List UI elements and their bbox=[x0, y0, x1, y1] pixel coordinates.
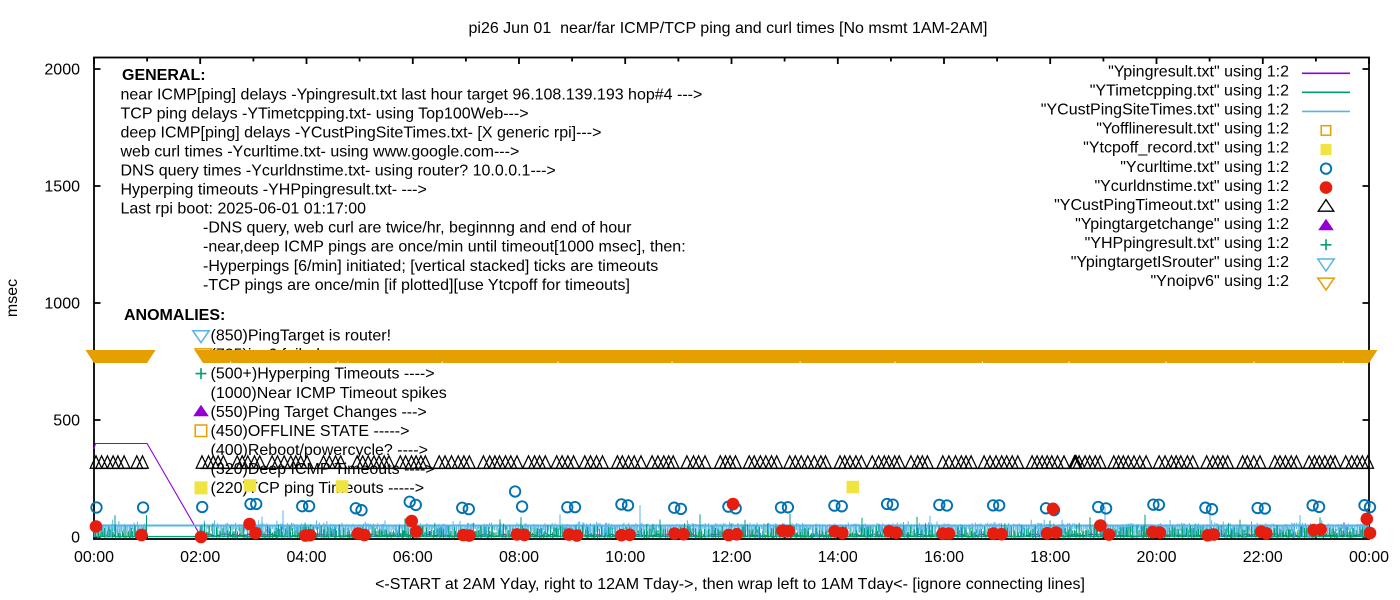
svg-text:"YpingtargetISrouter" using 1:: "YpingtargetISrouter" using 1:2 bbox=[1071, 254, 1289, 271]
svg-text:"Ycurldnstime.txt" using 1:2: "Ycurldnstime.txt" using 1:2 bbox=[1094, 178, 1289, 195]
svg-text:-near,deep ICMP pings are once: -near,deep ICMP pings are once/min until… bbox=[203, 239, 686, 256]
svg-text:1500: 1500 bbox=[44, 179, 80, 196]
svg-text:<-START at 2AM Yday, right to: <-START at 2AM Yday, right to 12AM Tday-… bbox=[375, 576, 1085, 593]
svg-text:00:00: 00:00 bbox=[1349, 549, 1389, 566]
svg-text:14:00: 14:00 bbox=[818, 549, 858, 566]
svg-text:-TCP pings are once/min [if pl: -TCP pings are once/min [if plotted][use… bbox=[203, 277, 630, 294]
svg-text:"YCustPingSiteTimes.txt" using: "YCustPingSiteTimes.txt" using 1:2 bbox=[1041, 102, 1289, 119]
svg-text:TCP ping delays -YTimetcpping.: TCP ping delays -YTimetcpping.txt- using… bbox=[121, 105, 529, 122]
svg-text:"Ypingtargetchange" using 1:2: "Ypingtargetchange" using 1:2 bbox=[1075, 216, 1289, 233]
svg-text:(550)Ping Target Changes --->: (550)Ping Target Changes ---> bbox=[211, 404, 427, 421]
svg-text:Hyperping timeouts -YHPpingres: Hyperping timeouts -YHPpingresult.txt- -… bbox=[121, 182, 427, 199]
svg-text:04:00: 04:00 bbox=[286, 549, 326, 566]
svg-text:2000: 2000 bbox=[44, 62, 80, 79]
svg-text:ANOMALIES:: ANOMALIES: bbox=[124, 307, 225, 324]
svg-text:(850)PingTarget is router!: (850)PingTarget is router! bbox=[211, 328, 392, 345]
svg-text:"Ypingresult.txt" using 1:2: "Ypingresult.txt" using 1:2 bbox=[1108, 64, 1289, 81]
svg-text:22:00: 22:00 bbox=[1243, 549, 1283, 566]
svg-text:GENERAL:: GENERAL: bbox=[122, 67, 206, 84]
svg-text:deep ICMP[ping] delays -YCustP: deep ICMP[ping] delays -YCustPingSiteTim… bbox=[121, 124, 602, 141]
svg-text:(450)OFFLINE STATE ----->: (450)OFFLINE STATE -----> bbox=[211, 423, 410, 440]
svg-text:(1000)Near ICMP Timeout spikes: (1000)Near ICMP Timeout spikes bbox=[211, 385, 447, 402]
svg-text:near ICMP[ping] delays -Ypingr: near ICMP[ping] delays -Ypingresult.txt … bbox=[121, 86, 703, 103]
svg-text:500: 500 bbox=[53, 413, 80, 430]
svg-text:"Ynoipv6" using 1:2: "Ynoipv6" using 1:2 bbox=[1150, 273, 1289, 290]
svg-text:-DNS query, web curl are twice: -DNS query, web curl are twice/hr, begin… bbox=[203, 220, 632, 237]
svg-text:10:00: 10:00 bbox=[605, 549, 645, 566]
svg-text:"YTimetcpping.txt" using 1:2: "YTimetcpping.txt" using 1:2 bbox=[1090, 83, 1289, 100]
svg-text:08:00: 08:00 bbox=[499, 549, 539, 566]
svg-text:12:00: 12:00 bbox=[711, 549, 751, 566]
svg-text:pi26 Jun 01 near/far ICMP/TCP: pi26 Jun 01 near/far ICMP/TCP ping and c… bbox=[468, 20, 987, 37]
svg-text:02:00: 02:00 bbox=[180, 549, 220, 566]
svg-text:18:00: 18:00 bbox=[1030, 549, 1070, 566]
svg-text:(400)Reboot/powercycle? ---->: (400)Reboot/powercycle? ----> bbox=[211, 442, 428, 459]
svg-text:16:00: 16:00 bbox=[924, 549, 964, 566]
svg-text:msec: msec bbox=[4, 279, 21, 317]
svg-text:Last rpi boot: 2025-06-01 01:1: Last rpi boot: 2025-06-01 01:17:00 bbox=[121, 201, 367, 218]
svg-text:"YCustPingTimeout.txt" using 1: "YCustPingTimeout.txt" using 1:2 bbox=[1054, 197, 1289, 214]
svg-text:"Ytcpoff_record.txt" using 1:2: "Ytcpoff_record.txt" using 1:2 bbox=[1083, 140, 1289, 157]
svg-text:(220)TCP ping Timeouts ----->: (220)TCP ping Timeouts -----> bbox=[211, 480, 425, 497]
svg-text:web curl times -Ycurltime.txt-: web curl times -Ycurltime.txt- using www… bbox=[120, 143, 520, 160]
svg-text:0: 0 bbox=[71, 530, 80, 547]
svg-text:00:00: 00:00 bbox=[74, 549, 114, 566]
svg-text:06:00: 06:00 bbox=[393, 549, 433, 566]
svg-text:"Ycurltime.txt" using 1:2: "Ycurltime.txt" using 1:2 bbox=[1120, 159, 1289, 176]
svg-text:"YHPpingresult.txt" using 1:2: "YHPpingresult.txt" using 1:2 bbox=[1085, 235, 1289, 252]
svg-text:1000: 1000 bbox=[44, 296, 80, 313]
svg-text:-Hyperpings [6/min] initiated;: -Hyperpings [6/min] initiated; [vertical… bbox=[203, 258, 658, 275]
svg-text:20:00: 20:00 bbox=[1136, 549, 1176, 566]
svg-text:(500+)Hyperping Timeouts ---->: (500+)Hyperping Timeouts ----> bbox=[211, 366, 435, 383]
svg-text:"Yofflineresult.txt" using 1:2: "Yofflineresult.txt" using 1:2 bbox=[1096, 121, 1289, 138]
svg-text:DNS query times -Ycurldnstime.: DNS query times -Ycurldnstime.txt- using… bbox=[121, 163, 556, 180]
